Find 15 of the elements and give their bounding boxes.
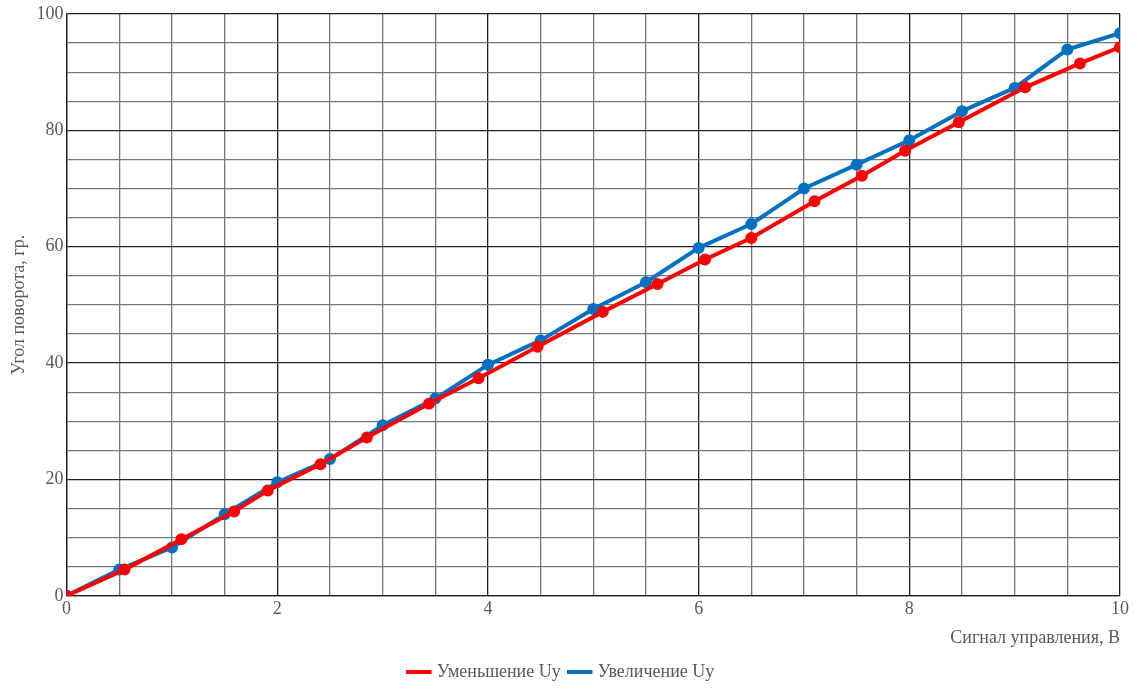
x-tick-label: 6 xyxy=(694,598,704,619)
y-tick-label: 100 xyxy=(36,2,64,23)
y-axis-title: Угол поворота, гр. xyxy=(7,234,28,375)
x-tick-label: 4 xyxy=(483,598,493,619)
y-tick-label: 0 xyxy=(54,584,64,605)
x-tick-label: 10 xyxy=(1111,598,1129,619)
y-tick-label: 40 xyxy=(45,351,64,372)
x-tick-label: 8 xyxy=(904,598,914,619)
legend-label: Уменьшение Uy xyxy=(436,660,561,681)
x-tick-label: 2 xyxy=(272,598,282,619)
y-tick-label: 60 xyxy=(45,235,64,256)
y-tick-label: 80 xyxy=(45,119,64,140)
x-axis-title: Сигнал управления, В xyxy=(950,626,1120,647)
y-tick-label: 20 xyxy=(45,468,64,489)
legend-label: Увеличение Uy xyxy=(597,660,715,681)
